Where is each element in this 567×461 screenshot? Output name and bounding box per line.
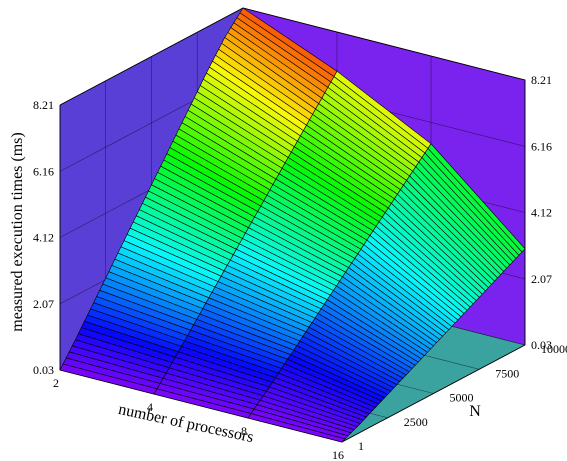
z-tick-left: 8.21 xyxy=(33,98,54,112)
surface-facet xyxy=(247,413,346,443)
x-tick: 2 xyxy=(53,376,59,390)
z-tick-right: 6.16 xyxy=(531,139,552,153)
n-tick: 2500 xyxy=(404,415,428,429)
x-tick: 16 xyxy=(332,448,344,461)
z-tick-left: 6.16 xyxy=(33,164,54,178)
x-tick: 8 xyxy=(241,424,247,438)
n-tick: 10000 xyxy=(541,342,567,356)
z-tick-right: 2.07 xyxy=(531,272,552,286)
z-tick-right: 8.21 xyxy=(531,73,552,87)
x-tick: 4 xyxy=(147,400,153,414)
z-tick-right: 0.03 xyxy=(531,338,552,352)
box-top-edge xyxy=(59,7,526,345)
z-tick-left: 4.12 xyxy=(33,231,54,245)
z-axis-label: measured execution times (ms) xyxy=(9,132,26,332)
z-tick-left: 2.07 xyxy=(33,297,54,311)
y-axis-label: N xyxy=(469,403,481,420)
n-tick: 1 xyxy=(358,439,364,453)
axis-tick-labels: 0.03 2.07 4.12 6.16 8.21 0.03 2.07 4.12 6.16 8.21… xyxy=(33,73,567,461)
z-tick-left: 0.03 xyxy=(33,363,54,377)
z-tick-right: 4.12 xyxy=(531,206,552,220)
surface-mesh xyxy=(59,7,526,443)
n-tick: 7500 xyxy=(495,366,519,380)
n-tick: 5000 xyxy=(450,391,474,405)
